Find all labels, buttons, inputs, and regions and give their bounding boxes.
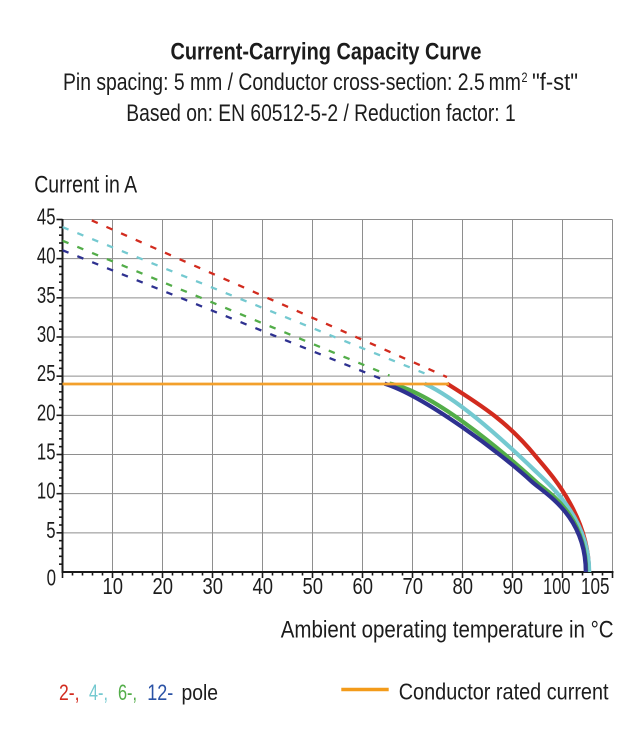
svg-text:15: 15 — [37, 440, 56, 465]
svg-text:80: 80 — [453, 574, 473, 599]
svg-text:4-,: 4-, — [89, 681, 108, 706]
svg-text:12-: 12- — [147, 681, 173, 705]
svg-text:Current in A: Current in A — [34, 171, 137, 198]
svg-text:60: 60 — [353, 574, 373, 599]
svg-text:90: 90 — [503, 574, 523, 599]
svg-text:5: 5 — [46, 518, 55, 543]
svg-text:35: 35 — [37, 283, 56, 308]
svg-text:25: 25 — [37, 362, 56, 387]
svg-text:40: 40 — [253, 574, 273, 599]
svg-text:100: 100 — [543, 574, 570, 599]
svg-text:70: 70 — [403, 574, 423, 599]
svg-text:Current-Carrying Capacity Curv: Current-Carrying Capacity Curve — [171, 38, 482, 65]
svg-text:pole: pole — [182, 681, 218, 706]
svg-text:20: 20 — [37, 401, 56, 426]
svg-text:6-,: 6-, — [118, 681, 137, 706]
svg-text:0: 0 — [47, 566, 56, 591]
svg-text:30: 30 — [37, 323, 56, 348]
svg-text:45: 45 — [37, 205, 56, 230]
svg-text:"f-st": "f-st" — [532, 68, 578, 95]
svg-text:20: 20 — [153, 574, 173, 599]
svg-text:105: 105 — [581, 575, 609, 600]
svg-text:30: 30 — [203, 574, 223, 599]
svg-text:2-,: 2-, — [59, 681, 79, 706]
svg-text:10: 10 — [103, 574, 123, 599]
svg-text:Based on: EN 60512-5-2 / Reduc: Based on: EN 60512-5-2 / Reduction facto… — [126, 99, 515, 127]
svg-text:10: 10 — [37, 479, 56, 504]
svg-text:50: 50 — [303, 574, 323, 599]
svg-text:2: 2 — [522, 70, 528, 86]
svg-text:Pin spacing: 5 mm / Conductor: Pin spacing: 5 mm / Conductor cross-sect… — [63, 68, 521, 96]
svg-text:40: 40 — [37, 244, 56, 269]
svg-text:Conductor rated current: Conductor rated current — [399, 679, 609, 705]
svg-text:Ambient operating temperature: Ambient operating temperature in °C — [281, 616, 614, 643]
